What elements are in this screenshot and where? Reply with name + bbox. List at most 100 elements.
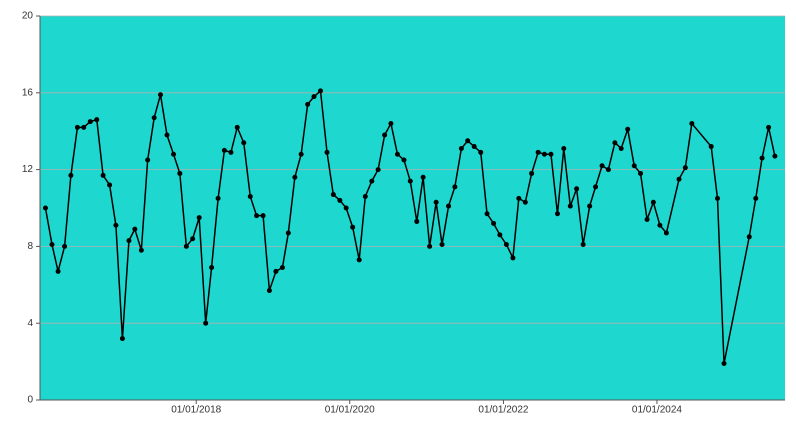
data-point bbox=[228, 149, 234, 155]
y-tick-label: 12 bbox=[22, 164, 34, 175]
data-point bbox=[190, 236, 196, 242]
data-point bbox=[42, 205, 48, 211]
data-point bbox=[100, 172, 106, 178]
data-point bbox=[484, 211, 490, 217]
data-point bbox=[772, 153, 778, 159]
data-point bbox=[567, 203, 573, 209]
data-point bbox=[305, 101, 311, 107]
data-point bbox=[529, 170, 535, 176]
data-point bbox=[746, 234, 752, 240]
data-point bbox=[587, 203, 593, 209]
data-point bbox=[759, 155, 765, 161]
data-point bbox=[631, 163, 637, 169]
data-point bbox=[446, 203, 452, 209]
data-point bbox=[618, 145, 624, 151]
data-point bbox=[612, 140, 618, 146]
data-point bbox=[766, 124, 772, 130]
data-point bbox=[119, 336, 125, 342]
x-tick-label: 01/01/2020 bbox=[325, 405, 375, 416]
data-point bbox=[535, 149, 541, 155]
data-point bbox=[427, 243, 433, 249]
data-point bbox=[279, 265, 285, 271]
data-point bbox=[708, 144, 714, 150]
data-point bbox=[87, 119, 93, 125]
data-point bbox=[74, 124, 80, 130]
data-point bbox=[241, 140, 247, 146]
data-point bbox=[657, 222, 663, 228]
data-point bbox=[126, 238, 132, 244]
data-point bbox=[318, 88, 324, 94]
data-point bbox=[510, 255, 516, 261]
data-point bbox=[522, 199, 528, 205]
data-point bbox=[273, 268, 279, 274]
data-point bbox=[676, 176, 682, 182]
data-point bbox=[471, 144, 477, 150]
data-point bbox=[254, 213, 260, 219]
data-point bbox=[580, 241, 586, 247]
data-point bbox=[215, 195, 221, 201]
y-tick-label: 8 bbox=[27, 241, 33, 252]
data-point bbox=[266, 288, 272, 294]
data-point bbox=[650, 199, 656, 205]
data-point bbox=[164, 132, 170, 138]
data-point bbox=[203, 320, 209, 326]
data-point bbox=[209, 265, 215, 271]
data-point bbox=[753, 195, 759, 201]
data-point bbox=[157, 92, 163, 98]
data-point bbox=[247, 193, 253, 199]
data-point bbox=[292, 174, 298, 180]
data-point bbox=[311, 94, 317, 100]
data-point bbox=[81, 124, 87, 130]
data-point bbox=[554, 211, 560, 217]
data-point bbox=[439, 241, 445, 247]
data-point bbox=[420, 174, 426, 180]
data-point bbox=[625, 126, 631, 132]
data-point bbox=[68, 172, 74, 178]
data-point bbox=[433, 199, 439, 205]
data-point bbox=[62, 243, 68, 249]
x-tick-label: 01/01/2024 bbox=[632, 405, 682, 416]
data-point bbox=[503, 241, 509, 247]
x-tick-label: 01/01/2018 bbox=[171, 405, 221, 416]
plot-area bbox=[40, 16, 785, 400]
data-point bbox=[151, 115, 157, 121]
data-point bbox=[541, 151, 547, 157]
data-point bbox=[548, 151, 554, 157]
data-point bbox=[497, 232, 503, 238]
data-point bbox=[343, 205, 349, 211]
data-point bbox=[561, 145, 567, 151]
data-point bbox=[452, 184, 458, 190]
data-point bbox=[689, 121, 695, 127]
data-point bbox=[644, 217, 650, 223]
data-point bbox=[414, 218, 420, 224]
y-tick-label: 16 bbox=[22, 87, 34, 98]
data-point bbox=[324, 149, 330, 155]
data-point bbox=[94, 117, 100, 123]
data-point bbox=[113, 222, 119, 228]
data-point bbox=[362, 193, 368, 199]
data-point bbox=[401, 157, 407, 163]
data-point bbox=[107, 182, 113, 188]
data-point bbox=[183, 243, 189, 249]
data-point bbox=[196, 215, 202, 221]
data-point bbox=[330, 192, 336, 198]
data-point bbox=[574, 186, 580, 192]
data-point bbox=[465, 138, 471, 144]
data-point bbox=[298, 151, 304, 157]
data-point bbox=[599, 163, 605, 169]
data-point bbox=[388, 121, 394, 127]
data-point bbox=[221, 147, 227, 153]
data-point bbox=[715, 195, 721, 201]
data-point bbox=[516, 195, 522, 201]
data-point bbox=[682, 165, 688, 171]
data-point bbox=[369, 178, 375, 184]
data-point bbox=[171, 151, 177, 157]
data-point bbox=[478, 149, 484, 155]
data-point bbox=[55, 268, 61, 274]
data-point bbox=[350, 224, 356, 230]
data-point bbox=[593, 184, 599, 190]
data-point bbox=[138, 247, 144, 253]
data-point bbox=[491, 220, 497, 226]
data-point bbox=[382, 132, 388, 138]
